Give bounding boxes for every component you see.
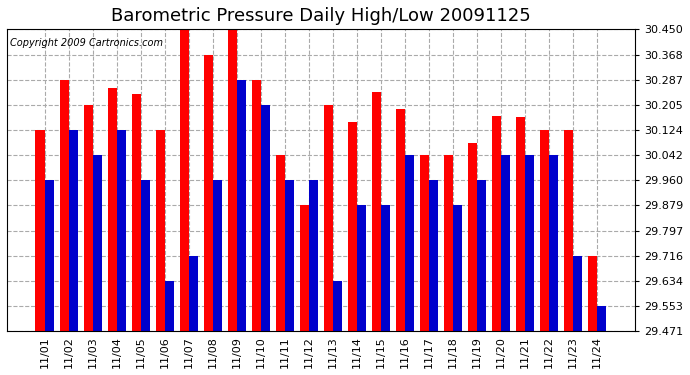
Bar	[501, 155, 510, 331]
Bar	[348, 122, 357, 331]
Bar	[396, 110, 405, 331]
Bar	[261, 105, 270, 331]
Bar	[237, 80, 246, 331]
Bar	[35, 130, 45, 331]
Bar	[333, 281, 342, 331]
Bar	[299, 206, 309, 331]
Bar	[492, 116, 501, 331]
Bar	[83, 105, 92, 331]
Bar	[444, 155, 453, 331]
Bar	[573, 256, 582, 331]
Bar	[564, 130, 573, 331]
Bar	[108, 88, 117, 331]
Bar	[189, 256, 198, 331]
Bar	[597, 306, 607, 331]
Bar	[117, 130, 126, 331]
Bar	[228, 29, 237, 331]
Bar	[141, 180, 150, 331]
Bar	[468, 143, 477, 331]
Bar	[252, 80, 261, 331]
Bar	[204, 55, 213, 331]
Bar	[276, 155, 285, 331]
Bar	[540, 130, 549, 331]
Title: Barometric Pressure Daily High/Low 20091125: Barometric Pressure Daily High/Low 20091…	[111, 7, 531, 25]
Text: Copyright 2009 Cartronics.com: Copyright 2009 Cartronics.com	[10, 38, 163, 48]
Bar	[165, 281, 174, 331]
Bar	[213, 180, 222, 331]
Bar	[357, 206, 366, 331]
Bar	[549, 155, 558, 331]
Bar	[45, 180, 54, 331]
Bar	[68, 130, 78, 331]
Bar	[420, 155, 429, 331]
Bar	[324, 105, 333, 331]
Bar	[179, 29, 189, 331]
Bar	[309, 180, 318, 331]
Bar	[155, 130, 165, 331]
Bar	[92, 155, 102, 331]
Bar	[429, 180, 438, 331]
Bar	[59, 80, 68, 331]
Bar	[477, 180, 486, 331]
Bar	[588, 256, 597, 331]
Bar	[516, 117, 525, 331]
Bar	[381, 206, 390, 331]
Bar	[285, 180, 294, 331]
Bar	[453, 206, 462, 331]
Bar	[405, 155, 414, 331]
Bar	[372, 93, 381, 331]
Bar	[132, 94, 141, 331]
Bar	[525, 155, 534, 331]
